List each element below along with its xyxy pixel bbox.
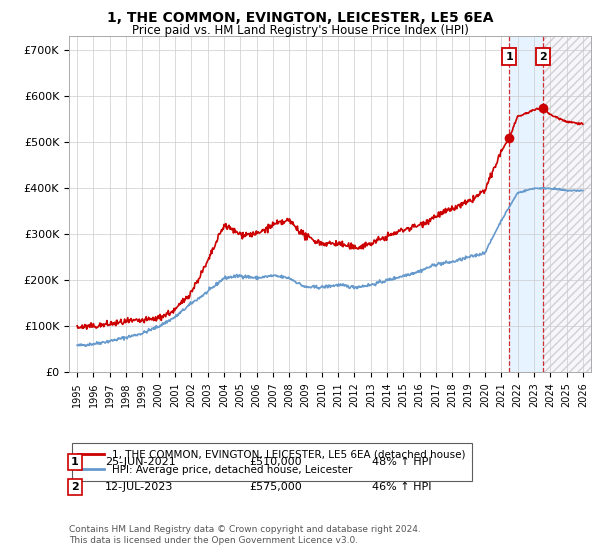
Bar bbox=[509, 36, 542, 372]
Text: 1: 1 bbox=[505, 52, 513, 62]
Text: Price paid vs. HM Land Registry's House Price Index (HPI): Price paid vs. HM Land Registry's House … bbox=[131, 24, 469, 36]
Text: 2: 2 bbox=[539, 52, 547, 62]
Text: 2: 2 bbox=[71, 482, 79, 492]
Text: 25-JUN-2021: 25-JUN-2021 bbox=[105, 457, 176, 467]
Bar bbox=[542, 36, 591, 372]
Text: 12-JUL-2023: 12-JUL-2023 bbox=[105, 482, 173, 492]
Text: 48% ↑ HPI: 48% ↑ HPI bbox=[372, 457, 431, 467]
Text: £575,000: £575,000 bbox=[249, 482, 302, 492]
Text: 46% ↑ HPI: 46% ↑ HPI bbox=[372, 482, 431, 492]
Text: 1: 1 bbox=[71, 457, 79, 467]
Text: 1, THE COMMON, EVINGTON, LEICESTER, LE5 6EA: 1, THE COMMON, EVINGTON, LEICESTER, LE5 … bbox=[107, 11, 493, 25]
Text: Contains HM Land Registry data © Crown copyright and database right 2024.
This d: Contains HM Land Registry data © Crown c… bbox=[69, 525, 421, 545]
Legend: 1, THE COMMON, EVINGTON, LEICESTER, LE5 6EA (detached house), HPI: Average price: 1, THE COMMON, EVINGTON, LEICESTER, LE5 … bbox=[71, 443, 472, 481]
Text: £510,000: £510,000 bbox=[249, 457, 302, 467]
